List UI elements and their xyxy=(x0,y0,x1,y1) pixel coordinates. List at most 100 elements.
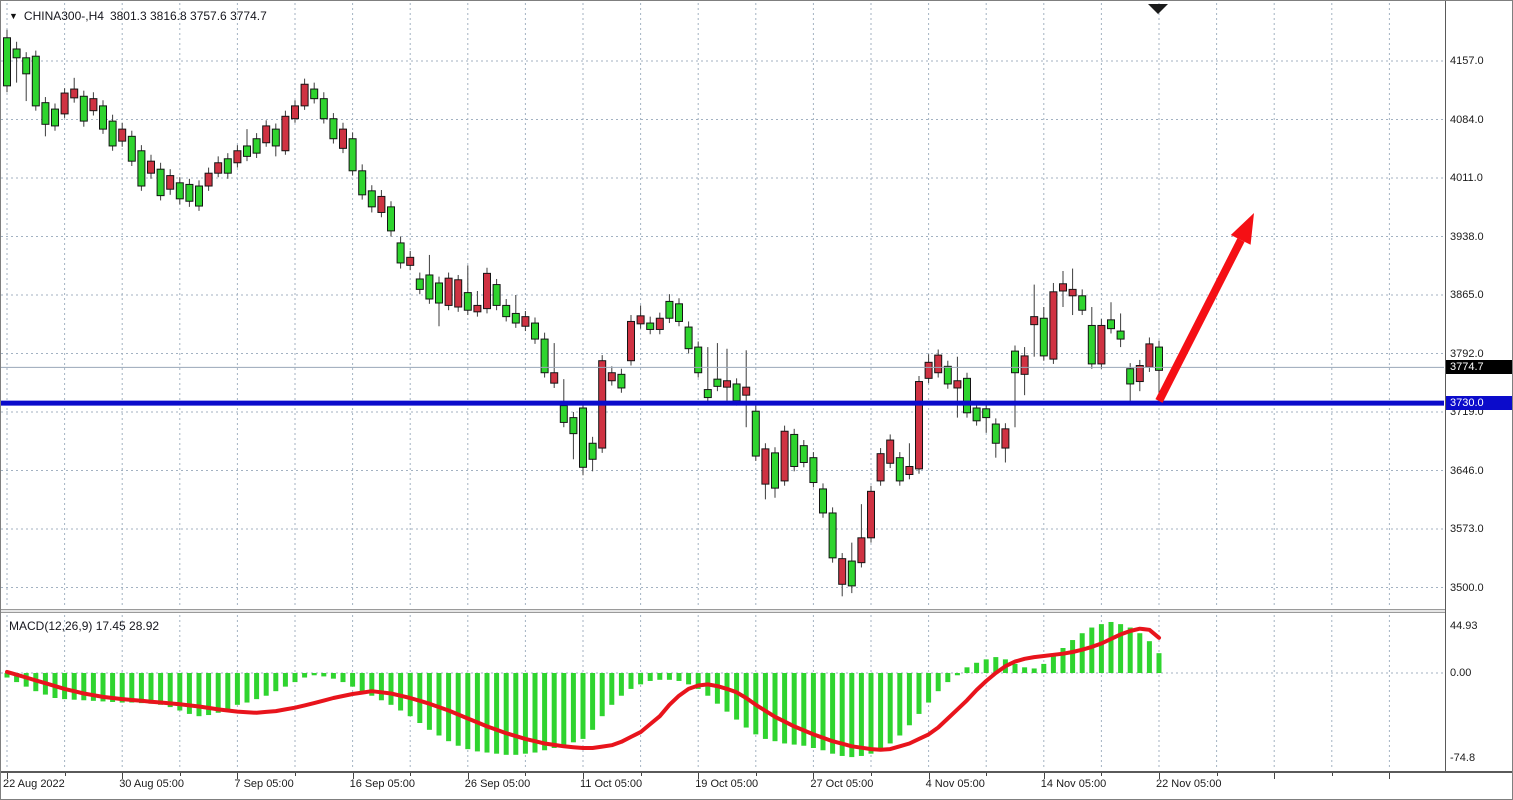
macd-bar xyxy=(1156,653,1162,673)
candle-body xyxy=(963,377,971,414)
candle-body xyxy=(1020,355,1029,375)
macd-bar xyxy=(100,673,106,702)
macd-bar xyxy=(1012,663,1018,673)
macd-bar xyxy=(273,673,279,692)
macd-bar xyxy=(446,673,452,742)
candle-body xyxy=(252,138,261,154)
macd-bar xyxy=(561,673,567,746)
candle-body xyxy=(895,457,904,482)
macd-bar xyxy=(849,673,855,758)
time-tick xyxy=(583,773,584,779)
time-axis[interactable]: 22 Aug 2022 30 Aug 05:00 7 Sep 05:00 16 Sep… xyxy=(1,773,1445,799)
macd-bar xyxy=(474,673,480,752)
candle-body xyxy=(1116,330,1125,340)
price-axis[interactable]: 4157.0 4084.0 4011.0 3938.0 3865.0 3792.0 3719… xyxy=(1445,1,1512,771)
macd-bar xyxy=(542,673,548,751)
candle-body xyxy=(444,277,453,306)
candle-body xyxy=(703,389,712,399)
candle-body xyxy=(819,488,827,514)
macd-bar xyxy=(839,673,845,756)
macd-scale-label: 0.00 xyxy=(1450,667,1472,679)
macd-bar xyxy=(532,673,538,753)
candle-body xyxy=(214,162,223,174)
time-tick xyxy=(1331,773,1333,776)
time-tick xyxy=(7,773,8,779)
candle-body xyxy=(771,452,779,489)
candle-body xyxy=(655,317,664,330)
time-tick xyxy=(928,773,930,779)
time-tick xyxy=(179,773,181,776)
candle-body xyxy=(454,279,463,308)
macd-bar xyxy=(935,673,941,692)
time-tick-label: 11 Oct 05:00 xyxy=(580,778,643,790)
macd-bar xyxy=(638,673,644,685)
price-chart-canvas[interactable] xyxy=(1,1,1445,613)
candle-body xyxy=(867,490,875,539)
up-arrow-annotation-shaft[interactable] xyxy=(1155,238,1245,403)
macd-bar xyxy=(1079,633,1085,673)
candle-body xyxy=(406,256,415,266)
price-tick-label: 3646.0 xyxy=(1450,464,1484,477)
candle-body xyxy=(790,433,799,467)
time-tick xyxy=(871,773,872,776)
macd-scale-label: 44.93 xyxy=(1450,620,1478,632)
candle-body xyxy=(934,354,943,374)
candle-body xyxy=(195,185,203,207)
candle-body xyxy=(838,558,847,585)
macd-bar xyxy=(292,673,298,683)
macd-bar xyxy=(167,673,173,708)
macd-bar xyxy=(551,673,557,749)
time-tick-label: 14 Nov 05:00 xyxy=(1040,778,1107,790)
macd-bar xyxy=(234,673,240,705)
candle-body xyxy=(1059,283,1067,292)
candle-body xyxy=(271,128,280,147)
macd-bar xyxy=(772,673,778,742)
candle-body xyxy=(924,361,933,379)
candle-body xyxy=(713,378,722,387)
macd-bar xyxy=(465,673,471,750)
candle-body xyxy=(415,278,424,290)
macd-bar xyxy=(378,673,384,701)
macd-indicator-canvas[interactable] xyxy=(1,613,1445,771)
chart-header: ▼ CHINA300-,H4 3801.3 3816.8 3757.6 3774… xyxy=(9,9,267,23)
candle-body xyxy=(742,386,751,396)
time-tick xyxy=(525,773,527,776)
time-tick-label: 22 Nov 05:00 xyxy=(1156,778,1222,790)
macd-bar xyxy=(494,673,500,754)
macd-bar xyxy=(1098,624,1104,673)
candle-body xyxy=(1107,319,1115,330)
macd-bar xyxy=(628,673,634,689)
macd-bar xyxy=(945,673,951,683)
current-price-tag: 3774.7 xyxy=(1446,360,1512,375)
symbol-dropdown-icon[interactable]: ▼ xyxy=(9,11,18,21)
macd-bar xyxy=(4,673,10,678)
macd-bar xyxy=(695,673,701,689)
price-tick-label: 4084.0 xyxy=(1450,113,1484,126)
candle-body xyxy=(1030,316,1039,326)
candle-body xyxy=(953,380,962,389)
chart-shift-marker-icon[interactable] xyxy=(1148,4,1168,14)
macd-bar xyxy=(138,673,144,704)
support-price-tag: 3730.0 xyxy=(1446,396,1512,411)
macd-bar xyxy=(906,673,912,726)
macd-bar xyxy=(330,673,336,679)
candle-body xyxy=(646,322,655,330)
macd-bar xyxy=(350,673,356,687)
price-tick-label: 3792.0 xyxy=(1450,347,1484,360)
candle-body xyxy=(1155,346,1163,371)
symbol-timeframe-label: CHINA300-,H4 xyxy=(23,9,104,23)
macd-bar xyxy=(484,673,490,753)
time-tick xyxy=(122,773,124,779)
time-tick xyxy=(1043,773,1045,779)
candle-body xyxy=(723,380,731,388)
macd-bar xyxy=(1050,655,1056,673)
macd-bar xyxy=(254,673,260,700)
macd-bar xyxy=(196,673,202,717)
macd-bar xyxy=(676,673,682,681)
up-arrow-annotation-head[interactable] xyxy=(1230,213,1254,245)
time-tick xyxy=(1159,773,1160,779)
candle-body xyxy=(550,372,559,384)
candle-body xyxy=(367,190,376,208)
pane-splitter[interactable] xyxy=(1,609,1512,613)
